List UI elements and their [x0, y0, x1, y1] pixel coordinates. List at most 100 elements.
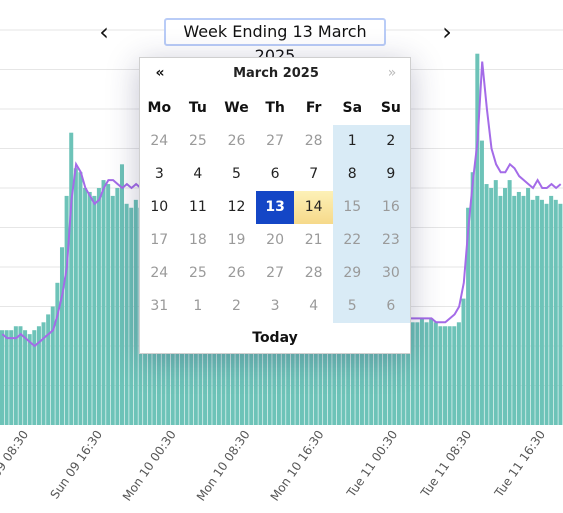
chevron-left-icon[interactable]: ‹ [99, 18, 109, 46]
calendar-day[interactable]: 26 [227, 133, 246, 149]
calendar-day[interactable]: 2 [371, 125, 411, 158]
bar [479, 140, 484, 425]
calendar-day[interactable]: 16 [371, 191, 411, 224]
bar [544, 203, 549, 425]
week-ending-field[interactable]: Week Ending 13 March 2025 [164, 18, 386, 65]
bar [318, 314, 323, 425]
chevron-right-icon[interactable]: › [442, 18, 452, 46]
bar [299, 322, 304, 425]
bar [461, 298, 466, 425]
calendar-day[interactable]: 22 [332, 224, 372, 257]
bar [470, 172, 475, 425]
bar [383, 314, 388, 425]
calendar-day[interactable]: 15 [332, 191, 372, 224]
bar [41, 322, 46, 425]
calendar-day[interactable]: 9 [371, 158, 411, 191]
date-picker-popup: « March 2025 » Mo Tu We Th Fr Sa Su 24 25 26 27 28 1… [139, 57, 411, 354]
calendar-day[interactable]: 25 [188, 265, 207, 281]
bar [359, 306, 364, 425]
calendar-day[interactable]: 30 [371, 257, 411, 290]
calendar-day[interactable]: 28 [304, 265, 323, 281]
bar [516, 191, 521, 425]
bar [235, 318, 240, 425]
bar [503, 188, 508, 425]
today-button[interactable]: Today [252, 330, 298, 346]
next-month-button[interactable]: » [387, 65, 397, 81]
calendar-day[interactable]: 3 [154, 166, 164, 182]
calendar-week-row: 24 25 26 27 28 29 30 [140, 257, 412, 290]
bar [36, 326, 41, 425]
bar [258, 318, 263, 425]
bar [387, 314, 392, 425]
bar [364, 310, 369, 425]
calendar-day[interactable]: 4 [193, 166, 203, 182]
calendar-day[interactable]: 31 [150, 298, 169, 314]
calendar-grid: Mo Tu We Th Fr Sa Su 24 25 26 27 28 1 2 3 4 5 6 7 8 9 10 11 12 1… [140, 92, 412, 323]
calendar-week-row: 31 1 2 3 4 5 6 [140, 290, 412, 323]
calendar-day[interactable]: 28 [304, 133, 323, 149]
calendar-day[interactable]: 26 [227, 265, 246, 281]
calendar-day[interactable]: 1 [332, 125, 372, 158]
calendar-day-selected[interactable]: 13 [255, 191, 295, 224]
bar [27, 334, 32, 425]
bar [309, 318, 314, 425]
bar [221, 326, 226, 425]
bar [489, 188, 494, 425]
bar [69, 132, 74, 425]
calendar-day[interactable]: 17 [150, 232, 169, 248]
calendar-day[interactable]: 27 [266, 265, 284, 281]
bar [456, 322, 461, 425]
weekday-label: We [224, 100, 249, 116]
calendar-day[interactable]: 1 [193, 298, 203, 314]
bar [498, 195, 503, 425]
calendar-day[interactable]: 18 [188, 232, 207, 248]
calendar-day[interactable]: 21 [304, 232, 323, 248]
bar [83, 188, 88, 425]
calendar-day[interactable]: 6 [270, 166, 280, 182]
calendar-day[interactable]: 20 [266, 232, 284, 248]
calendar-day[interactable]: 11 [188, 199, 207, 215]
bar [249, 318, 254, 425]
weekday-label: Th [265, 100, 285, 116]
bar [392, 314, 397, 425]
bar [295, 326, 300, 425]
bar [433, 322, 438, 425]
bar [415, 322, 420, 425]
calendar-day[interactable]: 27 [266, 133, 284, 149]
calendar-day[interactable]: 24 [150, 265, 169, 281]
bar [355, 306, 360, 425]
bar [46, 314, 51, 425]
calendar-day-today[interactable]: 14 [294, 191, 333, 224]
calendar-day[interactable]: 25 [188, 133, 207, 149]
calendar-day[interactable]: 19 [227, 232, 246, 248]
calendar-day[interactable]: 29 [332, 257, 372, 290]
calendar-day[interactable]: 23 [371, 224, 411, 257]
calendar-day[interactable]: 4 [309, 298, 319, 314]
bar [313, 318, 318, 425]
calendar-day[interactable]: 12 [227, 199, 246, 215]
calendar-day[interactable]: 7 [309, 166, 319, 182]
bar [406, 318, 411, 425]
calendar-day[interactable]: 24 [150, 133, 169, 149]
calendar-day[interactable]: 2 [232, 298, 241, 314]
calendar-day[interactable]: 3 [270, 298, 280, 314]
calendar-day[interactable]: 5 [332, 290, 372, 323]
calendar-header: « March 2025 » [140, 58, 412, 92]
calendar-day[interactable]: 10 [150, 199, 169, 215]
bar [59, 247, 64, 425]
previous-month-button[interactable]: « [155, 65, 165, 81]
bar [101, 180, 106, 425]
bar [106, 184, 111, 425]
calendar-day[interactable]: 8 [332, 158, 372, 191]
bar [466, 207, 471, 425]
bar [212, 322, 217, 425]
bar [332, 310, 337, 425]
calendar-month-title[interactable]: March 2025 [233, 66, 319, 81]
bar [230, 322, 235, 425]
weekday-header-row: Mo Tu We Th Fr Sa Su [140, 92, 412, 125]
bar [438, 326, 443, 425]
calendar-day[interactable]: 5 [232, 166, 241, 182]
calendar-day[interactable]: 6 [371, 290, 411, 323]
bar [396, 318, 401, 425]
